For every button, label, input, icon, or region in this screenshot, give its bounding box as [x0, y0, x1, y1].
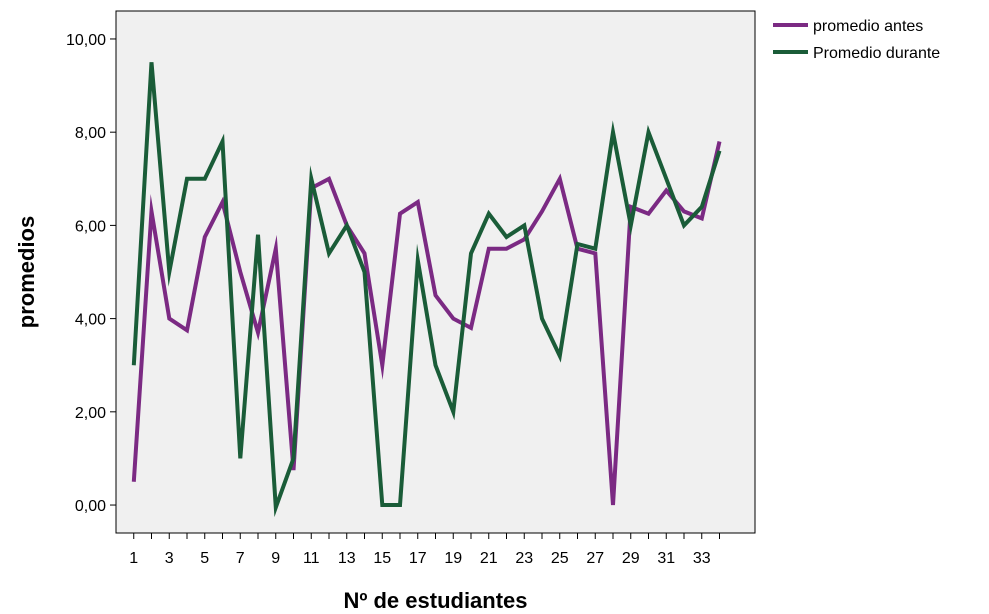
x-axis-title: Nº de estudiantes — [343, 588, 527, 613]
x-tick-label: 9 — [271, 550, 280, 567]
series-line-antes — [131, 141, 722, 506]
x-tick-label: 7 — [236, 550, 245, 567]
x-tick-label: 1 — [129, 550, 138, 567]
x-tick-label: 23 — [515, 550, 533, 567]
y-tick-label: 6,00 — [75, 218, 106, 235]
series-line-durante — [131, 62, 722, 518]
x-tick-label: 31 — [657, 550, 675, 567]
x-tick-label: 25 — [551, 550, 569, 567]
legend-label: Promedio durante — [813, 45, 940, 62]
x-tick-label: 33 — [693, 550, 711, 567]
y-tick-label: 4,00 — [75, 312, 106, 329]
y-axis: 0,00 2,00 4,00 6,00 8,00 10,00 — [66, 32, 116, 515]
x-tick-label: 27 — [586, 550, 604, 567]
x-tick-label: 15 — [373, 550, 391, 567]
y-tick-label: 8,00 — [75, 125, 106, 142]
x-tick-label: 11 — [303, 550, 320, 567]
y-axis-title: promedios — [14, 216, 39, 328]
legend: promedio antes Promedio durante — [773, 18, 940, 62]
legend-label: promedio antes — [813, 18, 923, 35]
y-tick-label: 10,00 — [66, 32, 106, 49]
x-tick-label: 3 — [165, 550, 174, 567]
x-tick-label: 17 — [409, 550, 427, 567]
x-tick-label: 13 — [338, 550, 356, 567]
y-tick-label: 2,00 — [75, 405, 106, 422]
plot-area — [115, 10, 756, 534]
x-tick-label: 29 — [622, 550, 640, 567]
x-axis: 1 3 5 7 9 11 13 15 17 19 21 23 25 27 29 31 33 — [129, 533, 720, 567]
x-tick-label: 19 — [444, 550, 462, 567]
y-tick-label: 0,00 — [75, 498, 106, 515]
series-layer — [131, 62, 722, 518]
x-tick-label: 5 — [200, 550, 209, 567]
x-tick-label: 21 — [480, 550, 498, 567]
